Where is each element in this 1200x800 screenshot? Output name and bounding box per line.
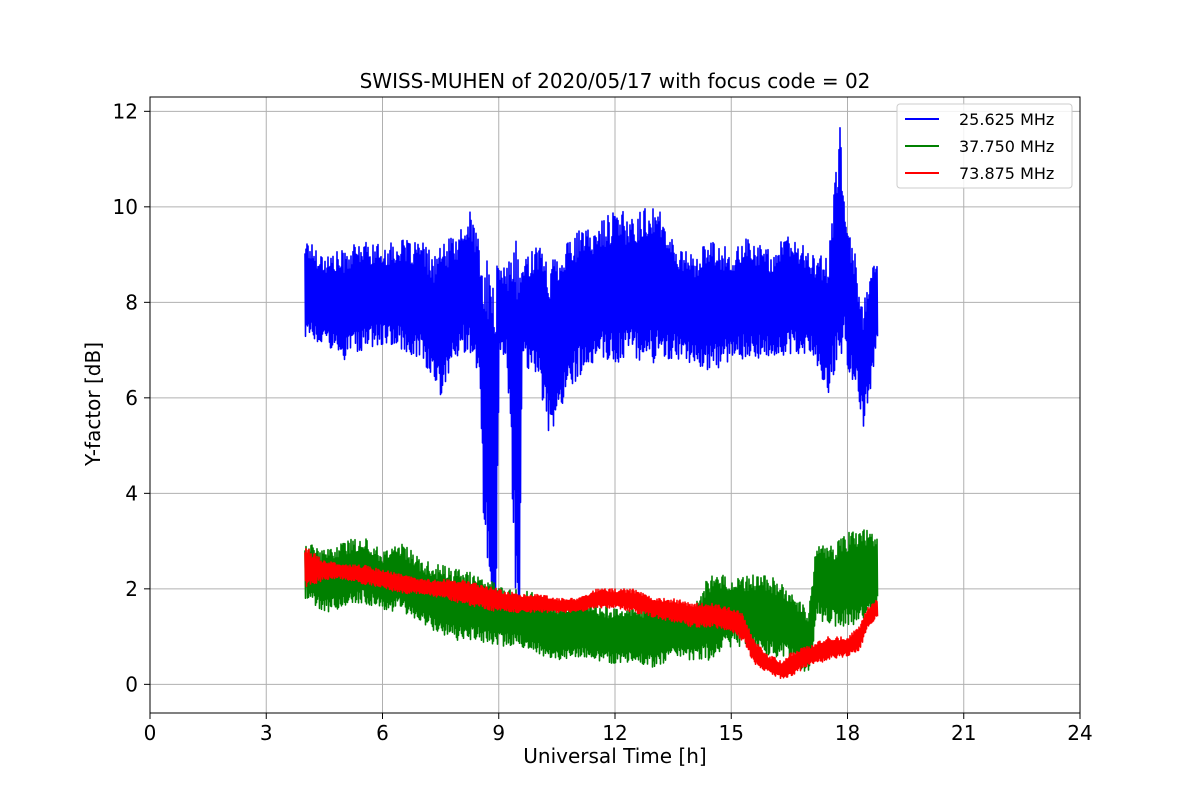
x-tick-label: 15	[719, 721, 744, 745]
y-tick-label: 12	[113, 99, 138, 123]
series-line-2	[304, 529, 879, 672]
x-tick-label: 6	[376, 721, 389, 745]
y-tick-label: 8	[125, 290, 138, 314]
legend-box	[896, 103, 1073, 189]
series-line-1	[304, 127, 879, 626]
x-tick-label: 9	[492, 721, 505, 745]
chart-title: SWISS-MUHEN of 2020/05/17 with focus cod…	[360, 69, 871, 93]
x-tick-label: 21	[951, 721, 976, 745]
x-tick-label: 18	[835, 721, 860, 745]
legend: 25.625 MHz 37.750 MHz 73.875 MHz	[896, 103, 1073, 189]
x-axis: 0 3 6 9 12 15 18 21 24	[144, 713, 1093, 745]
x-tick-label: 24	[1067, 721, 1092, 745]
y-tick-label: 10	[113, 195, 138, 219]
data-series	[304, 127, 879, 679]
legend-label: 37.750 MHz	[959, 137, 1054, 156]
x-axis-label: Universal Time [h]	[523, 744, 706, 768]
y-tick-label: 6	[125, 386, 138, 410]
legend-label: 73.875 MHz	[959, 164, 1054, 183]
x-tick-label: 3	[260, 721, 273, 745]
y-tick-label: 2	[125, 577, 138, 601]
series-line-3	[304, 548, 879, 679]
x-tick-label: 12	[602, 721, 627, 745]
y-tick-label: 4	[125, 481, 138, 505]
y-axis: 0 2 4 6 8 10 12	[113, 99, 150, 696]
y-axis-label: Y-factor [dB]	[81, 342, 105, 467]
legend-label: 25.625 MHz	[959, 110, 1054, 129]
y-tick-label: 0	[125, 672, 138, 696]
x-tick-label: 0	[144, 721, 157, 745]
